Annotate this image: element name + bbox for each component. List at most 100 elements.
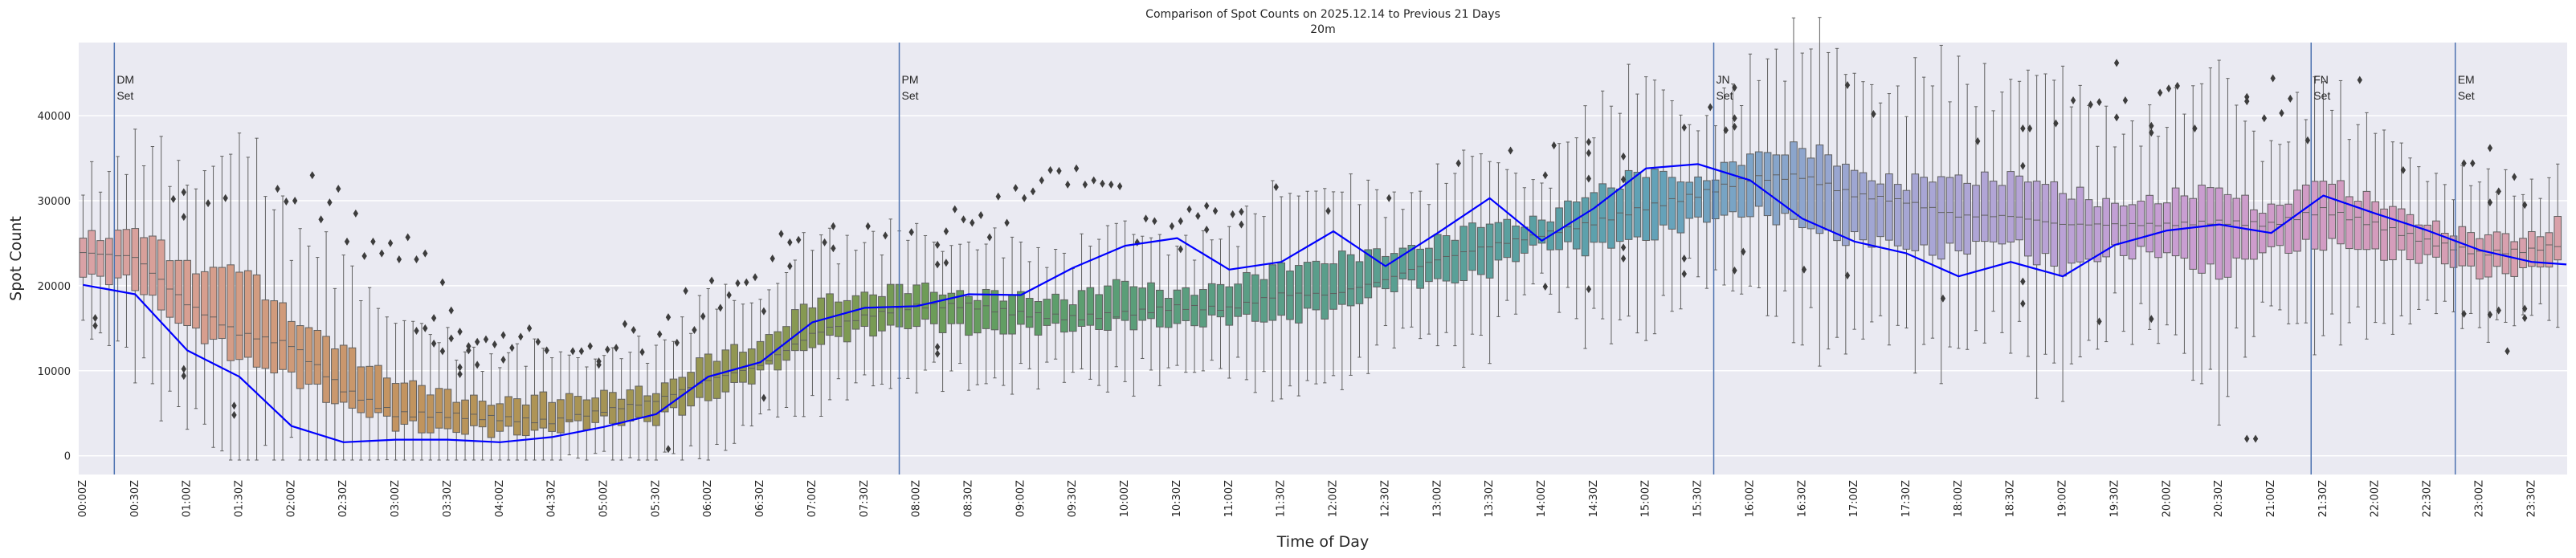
box-iqr [1068, 304, 1077, 332]
box [617, 358, 626, 461]
box-iqr [1798, 148, 1806, 229]
outlier-point [181, 188, 186, 197]
box-iqr [999, 300, 1008, 335]
outlier-point [2279, 108, 2284, 117]
outlier-point [770, 255, 775, 263]
box [1720, 88, 1729, 286]
box [1607, 105, 1615, 344]
outlier-point [613, 344, 619, 352]
box [600, 355, 608, 452]
box-iqr [1720, 161, 1729, 216]
outlier-point [934, 260, 941, 269]
outlier-point [1586, 149, 1592, 157]
box-iqr [1972, 185, 1980, 242]
outlier-point [2521, 201, 2528, 210]
box [243, 157, 252, 461]
box [1945, 101, 1954, 348]
box-iqr [548, 401, 556, 432]
box [1190, 259, 1198, 373]
box-iqr [790, 309, 799, 352]
event-label: Set [1717, 89, 1733, 102]
box-iqr [1243, 271, 1251, 315]
box-iqr [1373, 248, 1381, 287]
box [2093, 145, 2102, 350]
box-iqr [243, 270, 252, 358]
outlier-point [509, 344, 515, 352]
outlier-point [414, 255, 419, 264]
box [339, 255, 348, 461]
box [1207, 239, 1216, 361]
outlier-point [2487, 144, 2493, 153]
outlier-point [752, 273, 758, 282]
box [496, 367, 504, 461]
box [2406, 157, 2415, 325]
box-iqr [1929, 181, 1937, 256]
outlier-point [92, 314, 98, 323]
box-iqr [2050, 181, 2059, 267]
x-tick-label: 17:00Z [1848, 480, 1860, 517]
box [1954, 55, 1963, 349]
outlier-point [865, 222, 871, 230]
outlier-point [275, 185, 280, 193]
box-iqr [2449, 235, 2458, 268]
outlier-point [181, 365, 186, 373]
box-iqr [929, 291, 938, 324]
outlier-point [2113, 59, 2120, 67]
box [999, 257, 1008, 386]
box-iqr [1390, 253, 1398, 292]
box-iqr [2258, 213, 2267, 254]
outlier-point [578, 347, 585, 356]
box [183, 185, 191, 430]
outlier-point [2088, 100, 2093, 109]
box [1598, 90, 1606, 320]
outlier-point [457, 328, 463, 336]
outlier-point [2461, 309, 2467, 318]
outlier-point [717, 303, 724, 312]
outlier-point [831, 244, 836, 253]
outlier-point [1681, 270, 1687, 279]
box [1685, 124, 1694, 259]
box [1694, 130, 1702, 278]
box-iqr [331, 348, 339, 405]
box-iqr [1043, 299, 1051, 326]
box [530, 338, 539, 461]
outlier-point [665, 313, 672, 322]
box [209, 165, 218, 448]
box [1259, 216, 1268, 373]
box [2128, 120, 2137, 345]
outlier-point [674, 338, 680, 347]
box-iqr [348, 347, 357, 409]
box-iqr [1077, 290, 1086, 327]
box [626, 352, 635, 458]
box-iqr [1772, 154, 1781, 226]
outlier-point [2470, 159, 2476, 168]
box [443, 327, 452, 461]
box-iqr [261, 299, 270, 369]
box [322, 231, 330, 461]
outlier-point [423, 249, 428, 258]
box [131, 128, 140, 384]
box-iqr [712, 360, 721, 399]
box [2389, 141, 2397, 335]
outlier-point [2252, 434, 2259, 443]
box [1572, 137, 1581, 320]
box [1659, 89, 1668, 296]
box [1355, 204, 1364, 358]
box-iqr [2171, 187, 2180, 257]
x-tick-label: 17:30Z [1900, 480, 1913, 517]
box [165, 185, 174, 392]
outlier-point [1186, 205, 1192, 214]
outlier-point [2020, 299, 2026, 308]
box-iqr [2162, 202, 2171, 254]
x-tick-label: 23:00Z [2473, 480, 2485, 517]
outlier-point [1732, 114, 1737, 123]
box [2024, 69, 2032, 357]
x-tick-label: 21:30Z [2317, 480, 2329, 517]
box-iqr [1138, 287, 1147, 321]
outlier-point [1022, 193, 1027, 202]
box-iqr [1147, 282, 1155, 320]
outlier-point [1117, 181, 1123, 190]
box [218, 156, 227, 452]
outlier-point [1082, 180, 1088, 189]
box [1494, 162, 1503, 317]
